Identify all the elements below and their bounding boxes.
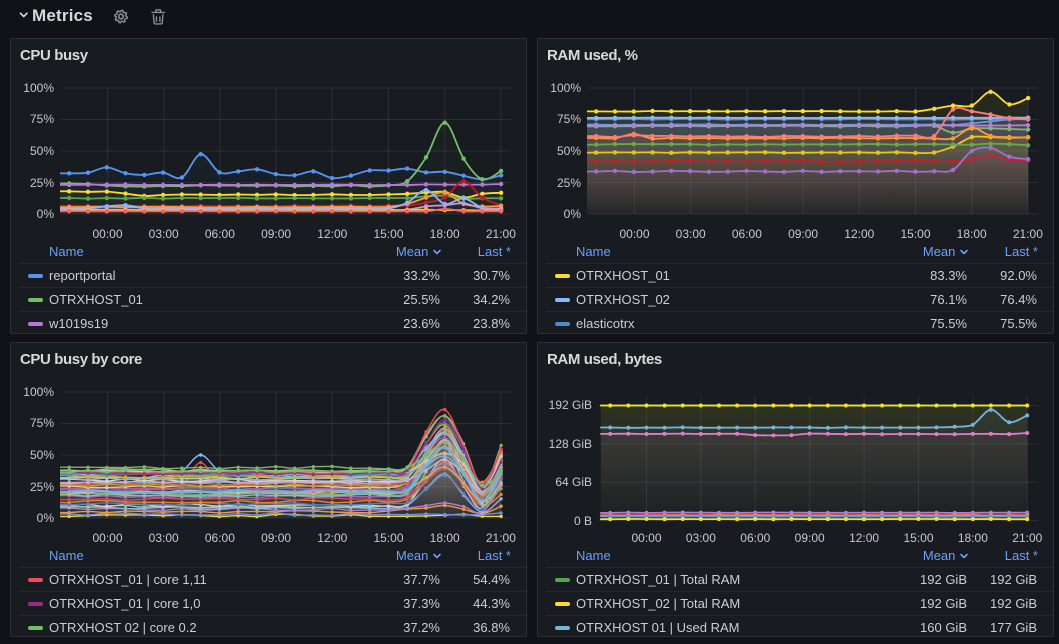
svg-text:50%: 50% [30, 144, 54, 158]
svg-text:03:00: 03:00 [686, 531, 716, 545]
svg-text:25%: 25% [557, 176, 581, 190]
svg-text:100%: 100% [550, 81, 581, 95]
svg-text:64 GiB: 64 GiB [555, 475, 592, 489]
svg-text:192 GiB: 192 GiB [549, 398, 592, 412]
svg-text:50%: 50% [30, 448, 54, 462]
svg-text:0 B: 0 B [574, 514, 592, 528]
svg-text:15:00: 15:00 [900, 227, 930, 241]
svg-text:75%: 75% [30, 112, 54, 126]
svg-text:75%: 75% [30, 416, 54, 430]
svg-text:100%: 100% [23, 81, 54, 95]
svg-text:21:00: 21:00 [486, 531, 516, 545]
svg-text:00:00: 00:00 [631, 531, 661, 545]
svg-text:25%: 25% [30, 176, 54, 190]
svg-text:21:00: 21:00 [486, 227, 516, 241]
svg-text:00:00: 00:00 [92, 531, 122, 545]
svg-text:03:00: 03:00 [676, 227, 706, 241]
svg-text:06:00: 06:00 [205, 531, 235, 545]
svg-text:18:00: 18:00 [958, 531, 988, 545]
svg-text:06:00: 06:00 [740, 531, 770, 545]
svg-text:21:00: 21:00 [1013, 227, 1043, 241]
svg-text:0%: 0% [37, 511, 55, 525]
svg-text:18:00: 18:00 [430, 227, 460, 241]
svg-text:25%: 25% [30, 480, 54, 494]
svg-text:12:00: 12:00 [317, 531, 347, 545]
svg-text:0%: 0% [37, 207, 55, 221]
svg-text:Metrics: Metrics [32, 6, 93, 25]
svg-text:128 GiB: 128 GiB [549, 437, 592, 451]
svg-text:21:00: 21:00 [1012, 531, 1042, 545]
svg-text:00:00: 00:00 [619, 227, 649, 241]
svg-text:0%: 0% [564, 207, 582, 221]
svg-text:50%: 50% [557, 144, 581, 158]
svg-text:12:00: 12:00 [849, 531, 879, 545]
svg-text:03:00: 03:00 [149, 531, 179, 545]
svg-text:09:00: 09:00 [261, 227, 291, 241]
svg-text:18:00: 18:00 [430, 531, 460, 545]
svg-text:18:00: 18:00 [957, 227, 987, 241]
svg-text:100%: 100% [23, 385, 54, 399]
svg-text:12:00: 12:00 [317, 227, 347, 241]
svg-text:06:00: 06:00 [732, 227, 762, 241]
svg-text:75%: 75% [557, 112, 581, 126]
svg-text:06:00: 06:00 [205, 227, 235, 241]
svg-text:15:00: 15:00 [373, 531, 403, 545]
svg-text:09:00: 09:00 [261, 531, 291, 545]
svg-text:09:00: 09:00 [788, 227, 818, 241]
svg-text:15:00: 15:00 [373, 227, 403, 241]
svg-text:00:00: 00:00 [92, 227, 122, 241]
svg-text:09:00: 09:00 [795, 531, 825, 545]
svg-text:03:00: 03:00 [149, 227, 179, 241]
svg-text:12:00: 12:00 [844, 227, 874, 241]
svg-text:15:00: 15:00 [903, 531, 933, 545]
